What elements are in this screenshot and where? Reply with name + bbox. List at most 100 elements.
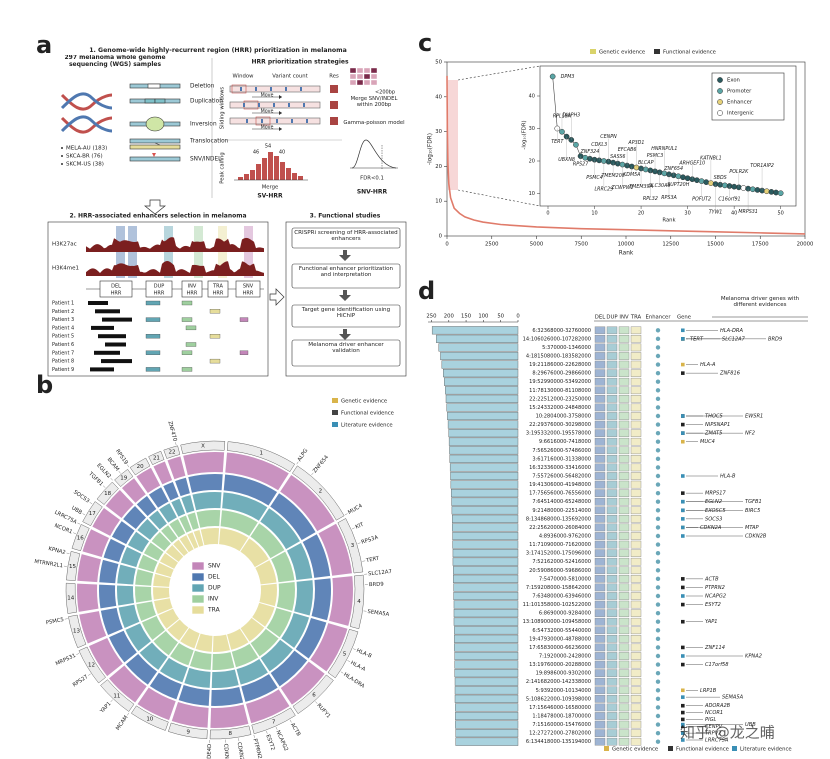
gene-name: THOC5	[705, 414, 723, 420]
gene-label: ESYT2	[264, 734, 275, 752]
bar	[451, 506, 519, 515]
matrix-cell	[630, 600, 642, 609]
enhancer-dot	[655, 430, 661, 436]
matrix-cell	[594, 729, 606, 737]
enhancer-dot	[655, 405, 661, 410]
fdr-label: FDR<0.1	[360, 176, 384, 182]
matrix-cell	[618, 720, 630, 729]
inset-gene-label: TMEM208	[601, 173, 624, 179]
row-label: 17:15646000-16580000	[529, 705, 591, 711]
matrix-cell	[606, 609, 618, 617]
matrix-cell	[606, 352, 618, 360]
section-title: 3. Functional studies	[310, 213, 381, 220]
inset-gene-label: KDM5A	[623, 172, 640, 178]
ring-segment	[302, 534, 331, 578]
gene-evidence-dot	[681, 717, 685, 722]
ring-label: INV	[208, 596, 219, 603]
step-box	[291, 339, 401, 367]
ring-segment	[184, 667, 211, 688]
ring-segment	[79, 611, 107, 644]
res-square	[330, 85, 338, 93]
ring-segment	[127, 531, 150, 553]
ring-segment	[183, 452, 225, 476]
matrix-cell	[618, 677, 630, 686]
patient-label: Patient 8	[52, 359, 74, 365]
chromosome-band	[163, 445, 181, 459]
matrix-cell	[606, 437, 618, 446]
arrow-head	[279, 111, 282, 115]
matrix-cell	[606, 720, 618, 729]
gene-label: MRPS31	[55, 653, 77, 668]
matrix-cell	[594, 326, 606, 335]
gene-tick	[266, 730, 268, 734]
inset-point	[763, 188, 770, 195]
ring-segment	[158, 608, 180, 629]
row-label: 7:15160000-15476000	[532, 722, 591, 728]
matrix-cell	[630, 617, 642, 626]
gamma-label: Gamma-poisson model	[343, 120, 405, 126]
snv-cell	[349, 73, 357, 80]
variant-label: Translocation	[189, 139, 229, 145]
row-label: 3:61716000-31338000	[532, 456, 591, 462]
chromosome-label: 16	[77, 535, 84, 541]
bar	[436, 334, 519, 343]
matrix-cell	[594, 360, 606, 369]
matrix-cell	[630, 660, 642, 669]
legend-swatch	[332, 398, 338, 403]
window-track	[229, 85, 321, 93]
inset-gene-label: RPL18A	[553, 113, 571, 119]
panel-label: b	[36, 371, 53, 399]
gene-label: ACTB	[289, 722, 301, 738]
bar	[452, 549, 519, 558]
ring-segment	[227, 628, 249, 650]
bar	[454, 634, 519, 643]
ring-segment	[188, 474, 223, 493]
ring-segment	[286, 542, 313, 581]
row-label: 3:195332000-195578000	[526, 431, 591, 437]
row-label: 19:47930000-48788000	[529, 636, 591, 642]
patient-del	[91, 325, 114, 330]
matrix-cell	[618, 429, 630, 437]
legend-dot	[717, 110, 723, 116]
enhancer-dot	[655, 628, 661, 633]
peak-value: 54	[265, 144, 271, 150]
patient-del	[90, 367, 114, 372]
ring-segment	[148, 510, 167, 530]
ring-segment	[155, 562, 174, 578]
matrix-cell	[630, 463, 642, 472]
gene-tick	[253, 734, 255, 738]
ring-segment	[171, 498, 186, 517]
matrix-cell	[618, 480, 630, 489]
gene-tick	[296, 461, 299, 465]
gene-tick	[118, 470, 121, 474]
gene-tick	[64, 618, 68, 620]
legend-label: Functional evidence	[341, 411, 394, 417]
matrix-cell	[630, 557, 642, 566]
patient-label: Patient 4	[52, 325, 74, 331]
matrix-cell	[606, 403, 618, 412]
matrix-cell	[594, 506, 606, 515]
gene-name: LRP1B	[700, 688, 717, 694]
enhancer-dot	[655, 593, 661, 599]
x-tick-label: 0	[445, 242, 449, 248]
snv-cell	[363, 67, 371, 74]
signal-track	[86, 237, 264, 252]
gene-tick	[66, 552, 70, 554]
ring-segment	[328, 576, 354, 626]
matrix-cell	[594, 703, 606, 712]
inset-legend-label: Promoter	[727, 89, 752, 95]
legend-label: Genetic evidence	[612, 747, 658, 753]
gene-name: ZMAT5	[704, 431, 722, 437]
matrix-cell	[606, 566, 618, 575]
gene-evidence-dot	[681, 731, 685, 735]
dup-mark	[154, 98, 166, 104]
matrix-cell	[630, 506, 642, 515]
bar	[450, 471, 519, 481]
ring-segment	[175, 477, 190, 497]
enhancer-dot	[655, 739, 661, 744]
gene-label: NCOR1	[53, 523, 73, 536]
row-label: 15:24332000-24848000	[529, 405, 591, 411]
zoom-line	[457, 65, 541, 81]
gene-name: BRD9	[768, 336, 782, 342]
